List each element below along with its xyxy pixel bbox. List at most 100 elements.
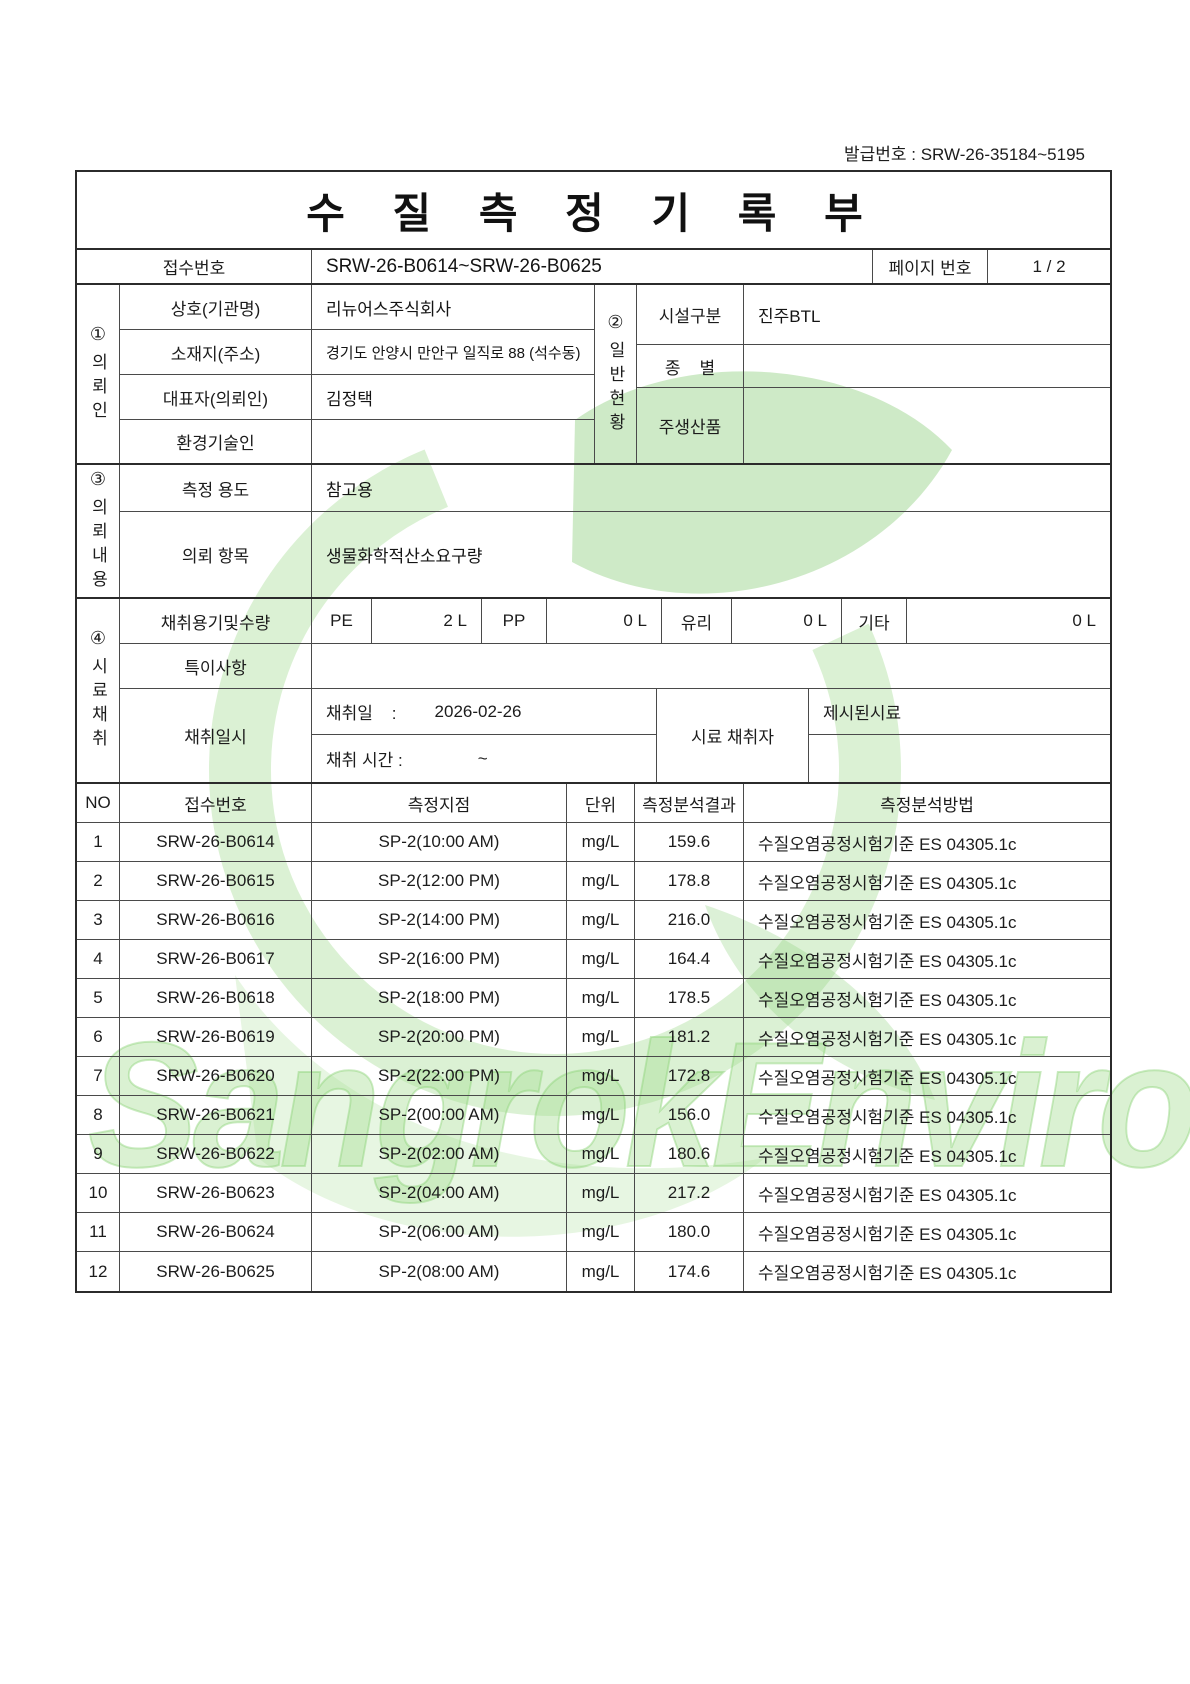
result-receipt: SRW-26-B0624	[120, 1213, 312, 1252]
result-receipt: SRW-26-B0615	[120, 862, 312, 901]
section-general-title: 일반현황	[606, 340, 625, 437]
result-method: 수질오염공정시험기준 ES 04305.1c	[744, 823, 1110, 862]
datetime-label: 채취일시	[120, 689, 312, 782]
section-sampling-title: 시료채취	[88, 657, 108, 753]
results-header-method: 측정분석방법	[744, 784, 1110, 823]
section-request: ③ 의뢰내용 측정 용도 참고용 의뢰 항목 생물화학적산소요구량	[77, 465, 1110, 599]
result-row: 1 SRW-26-B0614 SP-2(10:00 AM) mg/L 159.6…	[77, 823, 1110, 862]
datetime-row: 채취일시 채취일 : 2026-02-26 채취 시간 : ~ 시료 채취자	[120, 689, 1110, 782]
results-header-result: 측정분석결과	[635, 784, 744, 823]
result-value: 217.2	[635, 1174, 744, 1213]
main-product-label: 주생산품	[637, 388, 744, 463]
result-point: SP-2(16:00 PM)	[312, 940, 567, 979]
result-method: 수질오염공정시험기준 ES 04305.1c	[744, 1096, 1110, 1135]
result-row: 4 SRW-26-B0617 SP-2(16:00 PM) mg/L 164.4…	[77, 940, 1110, 979]
result-row: 7 SRW-26-B0620 SP-2(22:00 PM) mg/L 172.8…	[77, 1057, 1110, 1096]
record-form: 수 질 측 정 기 록 부 접수번호 SRW-26-B0614~SRW-26-B…	[75, 170, 1112, 1293]
sample-date-cell: 채취일 : 2026-02-26	[312, 689, 657, 735]
result-row: 12 SRW-26-B0625 SP-2(08:00 AM) mg/L 174.…	[77, 1252, 1110, 1291]
results-header-no: NO	[77, 784, 120, 823]
section-sampling-header: ④ 시료채취	[77, 599, 120, 782]
result-unit: mg/L	[567, 823, 635, 862]
result-no: 1	[77, 823, 120, 862]
result-value: 174.6	[635, 1252, 744, 1291]
section-client-number: ①	[89, 323, 107, 344]
presented-sample-label: 제시된시료	[809, 689, 1110, 735]
result-receipt: SRW-26-B0623	[120, 1174, 312, 1213]
result-value: 159.6	[635, 823, 744, 862]
client-company-label: 상호(기관명)	[120, 285, 312, 330]
result-method: 수질오염공정시험기준 ES 04305.1c	[744, 1213, 1110, 1252]
results-header-row: NO 접수번호 측정지점 단위 측정분석결과 측정분석방법	[77, 784, 1110, 823]
sampling-rows: 채취용기및수량 PE 2 L PP 0 L 유리 0 L 기타 0 L 특이사항…	[120, 599, 1110, 782]
presented-cells: 제시된시료	[809, 689, 1110, 782]
result-method: 수질오염공정시험기준 ES 04305.1c	[744, 1057, 1110, 1096]
result-point: SP-2(00:00 AM)	[312, 1096, 567, 1135]
result-value: 156.0	[635, 1096, 744, 1135]
result-unit: mg/L	[567, 1018, 635, 1057]
client-engineer-label: 환경기술인	[120, 420, 312, 463]
result-unit: mg/L	[567, 1057, 635, 1096]
result-unit: mg/L	[567, 1096, 635, 1135]
facility-type-label: 시설구분	[637, 285, 744, 345]
result-point: SP-2(02:00 AM)	[312, 1135, 567, 1174]
result-point: SP-2(06:00 AM)	[312, 1213, 567, 1252]
client-company-value: 리뉴어스주식회사	[312, 285, 595, 330]
result-point: SP-2(04:00 AM)	[312, 1174, 567, 1213]
result-point: SP-2(08:00 AM)	[312, 1252, 567, 1291]
client-representative-value: 김정택	[312, 375, 595, 420]
request-item-row: 의뢰 항목 생물화학적산소요구량	[120, 512, 1110, 597]
issue-number: 발급번호 : SRW-26-35184~5195	[843, 145, 1085, 164]
section-client-title: 의뢰인	[88, 352, 108, 425]
section-client-header: ① 의뢰인	[77, 285, 120, 463]
result-receipt: SRW-26-B0618	[120, 979, 312, 1018]
result-point: SP-2(14:00 PM)	[312, 901, 567, 940]
result-value: 178.8	[635, 862, 744, 901]
result-unit: mg/L	[567, 1213, 635, 1252]
result-receipt: SRW-26-B0614	[120, 823, 312, 862]
section-general-header: ② 일반현황	[595, 285, 637, 463]
result-row: 2 SRW-26-B0615 SP-2(12:00 PM) mg/L 178.8…	[77, 862, 1110, 901]
container-pp-qty: 0 L	[547, 599, 662, 644]
sample-date-label: 채취일 :	[326, 704, 397, 723]
receipt-row: 접수번호 SRW-26-B0614~SRW-26-B0625 페이지 번호 1 …	[77, 250, 1110, 285]
main-product-value	[744, 388, 1110, 463]
purpose-value: 참고용	[312, 465, 1110, 512]
result-value: 164.4	[635, 940, 744, 979]
section-request-header: ③ 의뢰내용	[77, 465, 120, 597]
result-no: 4	[77, 940, 120, 979]
result-no: 2	[77, 862, 120, 901]
request-rows: 측정 용도 참고용 의뢰 항목 생물화학적산소요구량	[120, 465, 1110, 597]
result-unit: mg/L	[567, 1252, 635, 1291]
client-values: 리뉴어스주식회사 경기도 안양시 만안구 일직로 88 (석수동) 김정택	[312, 285, 595, 463]
receipt-value: SRW-26-B0614~SRW-26-B0625	[312, 250, 873, 283]
result-method: 수질오염공정시험기준 ES 04305.1c	[744, 940, 1110, 979]
result-value: 180.6	[635, 1135, 744, 1174]
purpose-label: 측정 용도	[120, 465, 312, 512]
result-no: 12	[77, 1252, 120, 1291]
result-method: 수질오염공정시험기준 ES 04305.1c	[744, 979, 1110, 1018]
result-point: SP-2(20:00 PM)	[312, 1018, 567, 1057]
container-pe-name: PE	[312, 599, 372, 644]
result-no: 10	[77, 1174, 120, 1213]
client-labels: 상호(기관명) 소재지(주소) 대표자(의뢰인) 환경기술인	[120, 285, 312, 463]
container-glass-qty: 0 L	[732, 599, 842, 644]
container-pe-qty: 2 L	[372, 599, 482, 644]
result-method: 수질오염공정시험기준 ES 04305.1c	[744, 1018, 1110, 1057]
page-number-value: 1 / 2	[1032, 256, 1066, 276]
result-receipt: SRW-26-B0621	[120, 1096, 312, 1135]
result-row: 9 SRW-26-B0622 SP-2(02:00 AM) mg/L 180.6…	[77, 1135, 1110, 1174]
result-row: 8 SRW-26-B0621 SP-2(00:00 AM) mg/L 156.0…	[77, 1096, 1110, 1135]
result-point: SP-2(18:00 PM)	[312, 979, 567, 1018]
result-unit: mg/L	[567, 1174, 635, 1213]
section-request-title: 의뢰내용	[88, 497, 108, 594]
result-method: 수질오염공정시험기준 ES 04305.1c	[744, 862, 1110, 901]
result-value: 216.0	[635, 901, 744, 940]
section-sampling: ④ 시료채취 채취용기및수량 PE 2 L PP 0 L 유리 0 L 기타 0…	[77, 599, 1110, 784]
result-value: 181.2	[635, 1018, 744, 1057]
result-receipt: SRW-26-B0620	[120, 1057, 312, 1096]
category-value	[744, 345, 1110, 388]
result-row: 3 SRW-26-B0616 SP-2(14:00 PM) mg/L 216.0…	[77, 901, 1110, 940]
container-row: 채취용기및수량 PE 2 L PP 0 L 유리 0 L 기타 0 L	[120, 599, 1110, 644]
